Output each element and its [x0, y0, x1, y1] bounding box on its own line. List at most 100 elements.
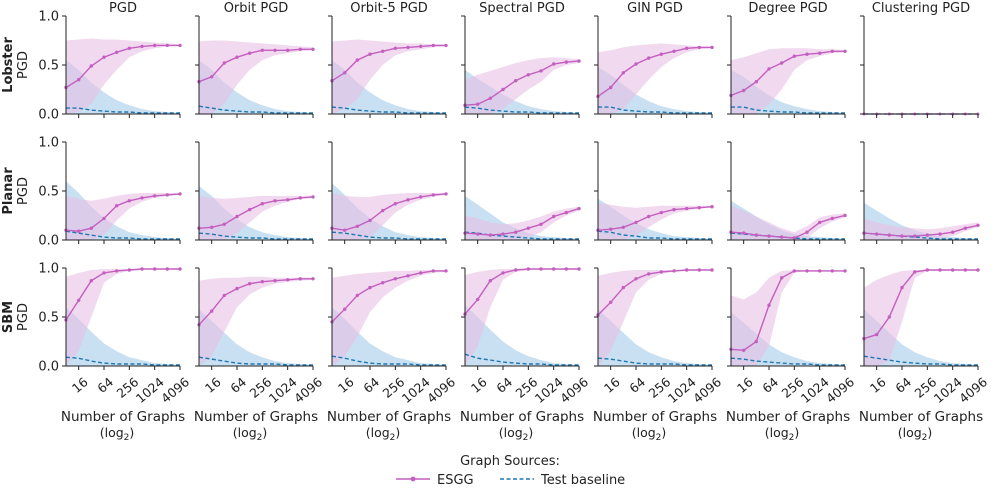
esgg-point — [685, 206, 689, 211]
test-baseline-band — [598, 309, 712, 366]
x-tick-label: 1024 — [931, 374, 965, 406]
esgg-point — [393, 46, 397, 50]
esgg-point — [685, 268, 689, 272]
esgg-point — [444, 269, 448, 273]
esgg-band — [465, 57, 579, 114]
esgg-point — [368, 218, 372, 223]
x-tick-label: 64 — [626, 374, 648, 396]
esgg-point — [476, 297, 480, 302]
esgg-point — [564, 210, 568, 215]
esgg-band — [731, 205, 845, 240]
esgg-point — [526, 73, 530, 77]
x-axis-sublabel: (log2) — [100, 425, 135, 443]
esgg-point — [127, 268, 131, 272]
esgg-point — [127, 46, 131, 50]
esgg-point — [526, 267, 530, 271]
esgg-point — [311, 277, 315, 281]
x-tick-label: 64 — [493, 374, 515, 396]
esgg-point — [659, 52, 663, 56]
esgg-point — [77, 78, 81, 82]
esgg-point — [539, 222, 543, 226]
esgg-point — [818, 220, 822, 225]
x-tick-label: 16 — [734, 374, 756, 396]
esgg-point — [115, 50, 119, 54]
row-label-group: Planar PGD — [1, 167, 31, 215]
esgg-point — [273, 199, 277, 203]
panel — [195, 15, 315, 118]
esgg-point — [514, 230, 518, 234]
x-axis-label: Number of Graphs — [460, 409, 584, 425]
esgg-point — [355, 293, 359, 298]
column-title: Degree PGD — [748, 1, 827, 16]
esgg-point — [963, 226, 967, 230]
esgg-point — [431, 43, 435, 48]
esgg-point — [697, 268, 701, 272]
legend-title: Graph Sources: — [460, 454, 560, 469]
esgg-point — [260, 48, 264, 52]
panel — [727, 15, 847, 118]
esgg-point — [178, 267, 182, 271]
esgg-point — [672, 269, 676, 273]
y-tick-label: 1.0 — [38, 262, 59, 277]
esgg-band — [66, 269, 180, 366]
esgg-point — [767, 234, 771, 238]
esgg-point — [381, 281, 385, 285]
panel: 0.0 0.5 1.0 — [38, 10, 182, 123]
esgg-point — [621, 285, 625, 290]
esgg-line — [464, 268, 579, 315]
x-axis-label: Number of Graphs — [726, 409, 850, 425]
x-axis-sublabel: (log2) — [765, 425, 800, 443]
panel — [860, 15, 980, 118]
esgg-point — [89, 64, 94, 68]
esgg-line — [464, 207, 580, 236]
esgg-line — [730, 50, 845, 97]
esgg-band — [598, 43, 712, 114]
x-tick-label: 1024 — [532, 374, 566, 406]
esgg-point — [210, 225, 214, 229]
esgg-point — [647, 214, 651, 219]
esgg-point — [925, 268, 929, 272]
x-axis-sublabel: (log2) — [898, 425, 933, 443]
y-tick-label: 1.0 — [38, 10, 59, 25]
esgg-point — [647, 56, 651, 60]
esgg-point — [843, 269, 847, 273]
esgg-point — [621, 71, 625, 75]
esgg-point — [539, 267, 543, 271]
x-tick-label: 64 — [759, 374, 781, 396]
x-tick-label: 64 — [94, 374, 116, 396]
esgg-line — [65, 44, 180, 89]
panel — [727, 141, 847, 244]
x-tick-label: 4096 — [158, 374, 192, 406]
x-tick-label: 1024 — [665, 374, 699, 406]
esgg-point — [476, 232, 480, 236]
esgg-point — [792, 236, 796, 240]
esgg-point — [89, 279, 94, 283]
x-axis-sublabel: (log2) — [366, 425, 401, 443]
esgg-point — [406, 198, 410, 202]
x-tick-label: 16 — [468, 374, 490, 396]
esgg-point — [818, 51, 822, 55]
esgg-point — [381, 49, 385, 53]
test-baseline-band — [465, 305, 579, 366]
esgg-band — [66, 193, 180, 240]
esgg-point — [165, 43, 169, 48]
esgg-point — [887, 315, 891, 319]
row-label: SBM — [1, 301, 16, 333]
x-axis-sublabel: (log2) — [499, 425, 534, 443]
legend-test-label: Test baseline — [540, 473, 625, 488]
esgg-point — [843, 213, 847, 218]
esgg-point — [780, 61, 784, 65]
esgg-point — [609, 300, 613, 304]
panel — [195, 141, 315, 244]
esgg-point — [552, 267, 556, 271]
esgg-point — [843, 49, 847, 53]
esgg-point — [343, 71, 347, 75]
x-axis-label: Number of Graphs — [194, 409, 318, 425]
esgg-point — [577, 267, 581, 271]
panel — [328, 15, 448, 118]
y-axis-label: PGD — [16, 303, 31, 331]
esgg-point — [963, 268, 967, 272]
row-label: Planar — [1, 167, 16, 215]
